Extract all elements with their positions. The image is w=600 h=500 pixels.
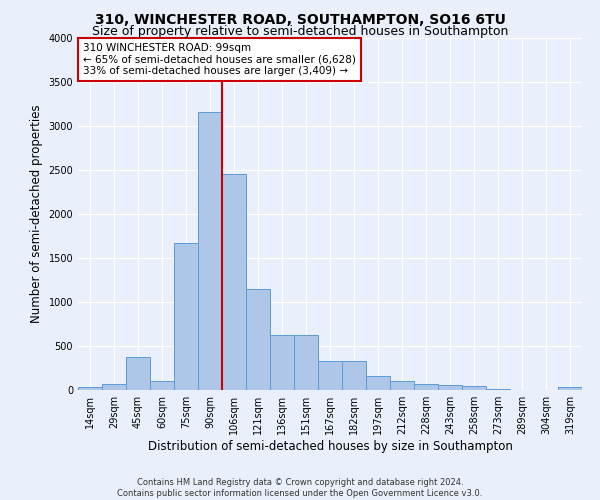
Bar xyxy=(78,388,102,390)
Text: 310 WINCHESTER ROAD: 99sqm
← 65% of semi-detached houses are smaller (6,628)
33%: 310 WINCHESTER ROAD: 99sqm ← 65% of semi… xyxy=(83,43,356,76)
Bar xyxy=(102,384,126,390)
Bar xyxy=(126,356,150,390)
Bar xyxy=(174,243,198,390)
Bar xyxy=(390,381,414,390)
Bar xyxy=(462,386,486,390)
Bar xyxy=(246,288,270,390)
Bar xyxy=(366,376,390,390)
Bar xyxy=(270,336,294,390)
Bar xyxy=(318,361,342,390)
Bar xyxy=(294,336,318,390)
Bar xyxy=(414,384,438,390)
Y-axis label: Number of semi-detached properties: Number of semi-detached properties xyxy=(30,104,43,323)
Bar xyxy=(486,388,510,390)
Text: Size of property relative to semi-detached houses in Southampton: Size of property relative to semi-detach… xyxy=(92,25,508,38)
Bar xyxy=(198,112,222,390)
Bar xyxy=(438,385,462,390)
Text: 310, WINCHESTER ROAD, SOUTHAMPTON, SO16 6TU: 310, WINCHESTER ROAD, SOUTHAMPTON, SO16 … xyxy=(95,12,505,26)
Text: Contains HM Land Registry data © Crown copyright and database right 2024.
Contai: Contains HM Land Registry data © Crown c… xyxy=(118,478,482,498)
Bar xyxy=(558,388,582,390)
Bar xyxy=(222,174,246,390)
X-axis label: Distribution of semi-detached houses by size in Southampton: Distribution of semi-detached houses by … xyxy=(148,440,512,453)
Bar xyxy=(342,361,366,390)
Bar xyxy=(150,381,174,390)
